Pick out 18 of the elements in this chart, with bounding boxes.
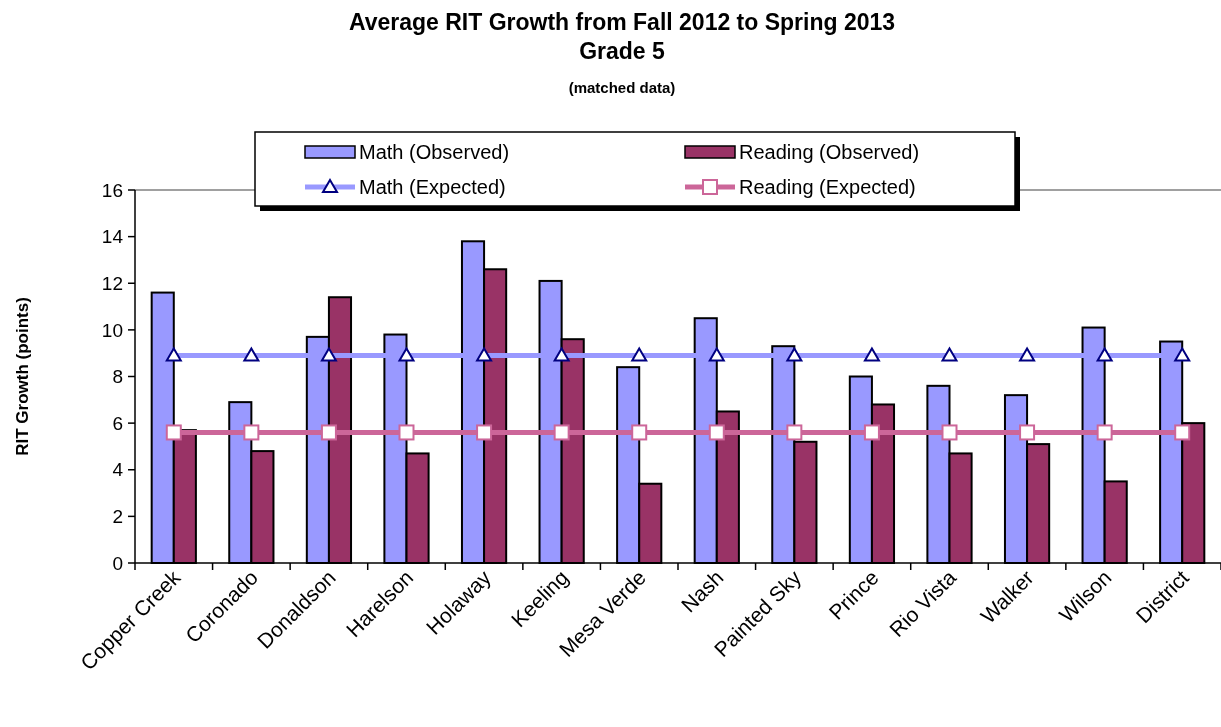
chart-subtitle: Grade 5 (579, 38, 666, 64)
y-tick-label: 2 (112, 506, 123, 528)
chart-title: Average RIT Growth from Fall 2012 to Spring 2013 (348, 9, 896, 35)
y-tick-label: 8 (112, 366, 123, 388)
y-tick-label: 6 (112, 412, 123, 434)
y-tick-label: 4 (112, 459, 124, 481)
y-tick-label: 10 (101, 319, 123, 341)
y-tick-label: 0 (112, 552, 123, 574)
y-tick-label: 12 (101, 272, 123, 294)
x-tick-label: Rio Vista (884, 565, 961, 641)
y-axis-title: RIT Growth (points) (13, 297, 32, 456)
legend-label: Reading (Observed) (739, 141, 920, 163)
legend-label: Math (Observed) (359, 141, 510, 163)
legend-label: Reading (Expected) (739, 176, 916, 198)
y-tick-label: 16 (101, 179, 123, 201)
y-tick-label: 14 (101, 226, 124, 248)
legend-label: Math (Expected) (359, 176, 506, 198)
text: (matched data) (568, 79, 676, 96)
